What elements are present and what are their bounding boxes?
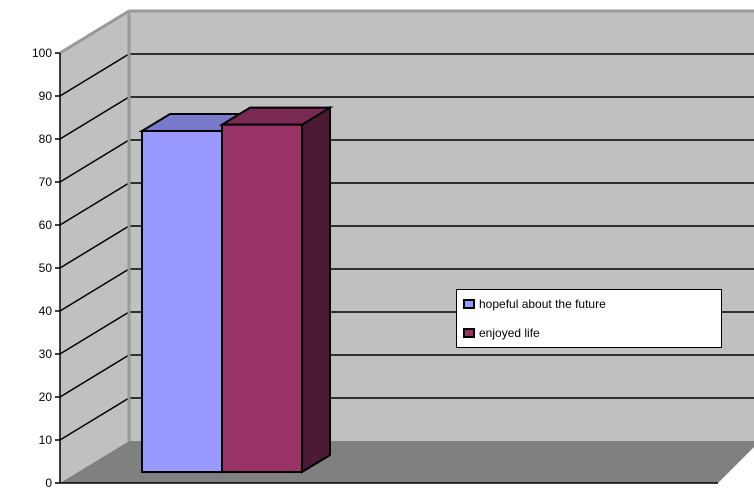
legend-label-enjoyed: enjoyed life: [479, 326, 540, 340]
y-tick-label-60: 60: [39, 218, 53, 232]
gridline-side-10: [59, 397, 130, 441]
legend-item-hopeful: hopeful about the future: [463, 296, 606, 312]
bar-enjoyed: [221, 123, 303, 474]
bar-side-enjoyed: [301, 105, 331, 474]
y-tick-label-30: 30: [39, 347, 53, 361]
legend: hopeful about the future enjoyed life: [456, 289, 722, 348]
gridline-side-50: [59, 225, 130, 269]
gridline-side-30: [59, 311, 130, 355]
legend-label-hopeful: hopeful about the future: [479, 297, 606, 311]
y-tick-label-0: 0: [45, 476, 52, 487]
legend-swatch-hopeful: [463, 299, 475, 309]
y-tick-label-20: 20: [39, 390, 53, 404]
legend-item-enjoyed: enjoyed life: [463, 325, 540, 341]
gridline-side-60: [59, 182, 130, 226]
y-tick-label-50: 50: [39, 261, 53, 275]
gridline-side-90: [59, 53, 130, 97]
y-tick-label-70: 70: [39, 175, 53, 189]
legend-swatch-enjoyed: [463, 328, 475, 338]
y-tick-label-80: 80: [39, 132, 53, 146]
gridline-side-80: [59, 96, 130, 140]
y-tick-label-100: 100: [32, 46, 52, 60]
y-tick-label-90: 90: [39, 89, 53, 103]
wall-side-top-edge: [59, 9, 130, 55]
gridline-side-40: [59, 268, 130, 312]
gridline-side-20: [59, 354, 130, 398]
bar-hopeful: [141, 129, 223, 474]
y-tick-label-10: 10: [39, 433, 53, 447]
gridline-side-70: [59, 139, 130, 183]
y-tick-label-40: 40: [39, 304, 53, 318]
